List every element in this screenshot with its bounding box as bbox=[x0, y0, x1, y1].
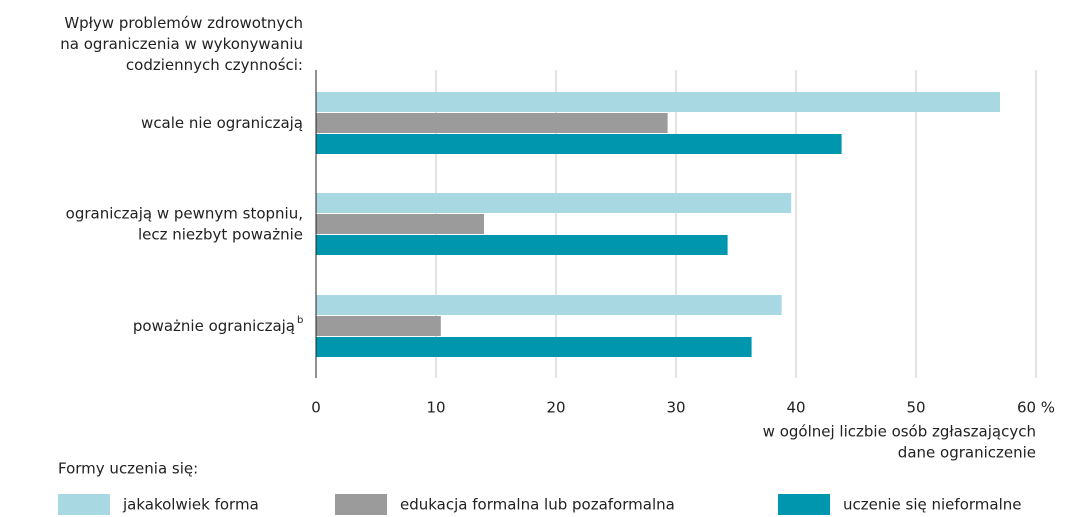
legend-label: edukacja formalna lub pozaformalna bbox=[400, 496, 675, 514]
category-label-line: lecz niezbyt poważnie bbox=[138, 225, 303, 243]
x-tick-label: 30 bbox=[666, 399, 685, 417]
legend-swatch bbox=[58, 494, 110, 515]
x-tick-label: 0 bbox=[311, 399, 321, 417]
bar bbox=[316, 92, 1000, 112]
x-tick-label: 50 bbox=[906, 399, 925, 417]
chart-title-line: Wpływ problemów zdrowotnych bbox=[64, 14, 303, 32]
bar bbox=[316, 214, 484, 234]
chart-title-line: codziennych czynności: bbox=[126, 56, 303, 74]
chart-title-line: na ograniczenia w wykonywaniu bbox=[60, 35, 303, 53]
x-axis-label-line: dane ograniczenie bbox=[898, 443, 1036, 461]
category-label-line: wcale nie ograniczają bbox=[141, 114, 303, 132]
category-label: poważnie ograniczają bbox=[133, 317, 295, 335]
bar bbox=[316, 337, 752, 357]
category-label-line: poważnie ograniczają bbox=[133, 317, 295, 335]
category-label: ograniczają w pewnym stopniu, lecz niezby… bbox=[66, 204, 303, 243]
bar bbox=[316, 235, 728, 255]
bar bbox=[316, 316, 441, 336]
category-label: wcale nie ograniczają bbox=[141, 114, 303, 132]
bar bbox=[316, 193, 792, 213]
bar bbox=[316, 113, 668, 133]
x-tick-label: 20 bbox=[546, 399, 565, 417]
legend-title: Formy uczenia się: bbox=[58, 460, 198, 478]
x-tick-label: 10 bbox=[426, 399, 445, 417]
bar bbox=[316, 134, 842, 154]
bar bbox=[316, 295, 782, 315]
x-tick-label: 40 bbox=[786, 399, 805, 417]
legend-label: uczenie się nieformalne bbox=[843, 496, 1021, 514]
category-label-line: ograniczają w pewnym stopniu, bbox=[66, 204, 303, 222]
footnote-mark: b bbox=[297, 315, 303, 326]
x-axis-label-line: w ogólnej liczbie osób zgłaszających bbox=[763, 422, 1036, 440]
x-tick-label: 60 % bbox=[1017, 399, 1055, 417]
chart-title: Wpływ problemów zdrowotnych na ograniczen… bbox=[60, 14, 303, 74]
legend-swatch bbox=[778, 494, 830, 515]
legend-label: jakakolwiek forma bbox=[122, 496, 259, 514]
legend-swatch bbox=[335, 494, 387, 515]
x-axis-label: w ogólnej liczbie osób zgłaszających dane… bbox=[763, 422, 1036, 461]
